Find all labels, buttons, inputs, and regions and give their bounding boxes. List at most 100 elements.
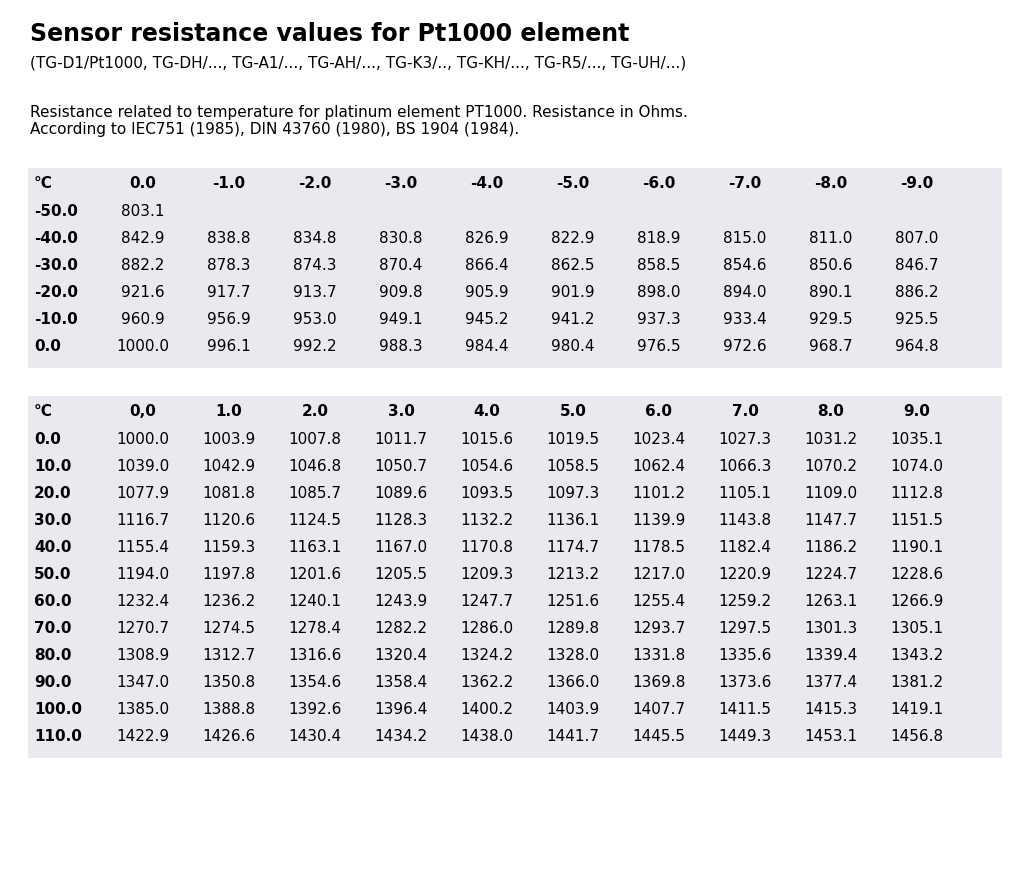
- Text: 1167.0: 1167.0: [375, 540, 428, 555]
- Text: -3.0: -3.0: [384, 176, 418, 191]
- Text: 1312.7: 1312.7: [203, 648, 256, 663]
- Text: 984.4: 984.4: [465, 339, 509, 354]
- Text: 1381.2: 1381.2: [891, 675, 943, 690]
- Text: 1120.6: 1120.6: [203, 513, 256, 528]
- Text: 815.0: 815.0: [723, 231, 767, 246]
- Text: 1220.9: 1220.9: [719, 567, 771, 582]
- Text: 1163.1: 1163.1: [289, 540, 342, 555]
- Text: -2.0: -2.0: [298, 176, 332, 191]
- Text: 945.2: 945.2: [465, 312, 509, 327]
- Text: 1205.5: 1205.5: [375, 567, 427, 582]
- Text: 1286.0: 1286.0: [461, 621, 514, 636]
- Text: 1155.4: 1155.4: [117, 540, 170, 555]
- Text: 862.5: 862.5: [551, 258, 595, 273]
- Text: 20.0: 20.0: [34, 486, 72, 501]
- Text: 1116.7: 1116.7: [117, 513, 170, 528]
- Text: 1331.8: 1331.8: [633, 648, 686, 663]
- Text: 1228.6: 1228.6: [891, 567, 943, 582]
- Text: 803.1: 803.1: [121, 204, 165, 219]
- Text: 992.2: 992.2: [293, 339, 337, 354]
- Text: 1297.5: 1297.5: [719, 621, 771, 636]
- Text: 1039.0: 1039.0: [117, 459, 170, 474]
- Text: 100.0: 100.0: [34, 702, 82, 717]
- Text: -1.0: -1.0: [212, 176, 246, 191]
- Text: 949.1: 949.1: [379, 312, 423, 327]
- Text: 937.3: 937.3: [637, 312, 681, 327]
- Text: 1143.8: 1143.8: [719, 513, 771, 528]
- Text: 866.4: 866.4: [465, 258, 509, 273]
- Text: 1178.5: 1178.5: [633, 540, 685, 555]
- Text: 898.0: 898.0: [637, 285, 681, 300]
- Text: 1224.7: 1224.7: [805, 567, 857, 582]
- Text: 3.0: 3.0: [387, 404, 415, 419]
- Text: 1000.0: 1000.0: [117, 339, 170, 354]
- Text: 1430.4: 1430.4: [289, 729, 342, 744]
- Text: 5.0: 5.0: [559, 404, 587, 419]
- Text: 1124.5: 1124.5: [289, 513, 341, 528]
- Text: Resistance related to temperature for platinum element PT1000. Resistance in Ohm: Resistance related to temperature for pl…: [30, 105, 688, 120]
- Text: -30.0: -30.0: [34, 258, 78, 273]
- Text: 854.6: 854.6: [723, 258, 767, 273]
- Text: 2.0: 2.0: [301, 404, 329, 419]
- Text: 846.7: 846.7: [895, 258, 939, 273]
- Text: 6.0: 6.0: [645, 404, 673, 419]
- Text: 1293.7: 1293.7: [633, 621, 686, 636]
- Text: 960.9: 960.9: [121, 312, 165, 327]
- Text: -5.0: -5.0: [556, 176, 590, 191]
- Text: 842.9: 842.9: [121, 231, 165, 246]
- Text: 8.0: 8.0: [817, 404, 845, 419]
- Text: 1213.2: 1213.2: [547, 567, 600, 582]
- Text: 1354.6: 1354.6: [289, 675, 342, 690]
- Text: 90.0: 90.0: [34, 675, 72, 690]
- Text: 1419.1: 1419.1: [891, 702, 943, 717]
- Text: 70.0: 70.0: [34, 621, 72, 636]
- Text: 1366.0: 1366.0: [547, 675, 600, 690]
- Text: 933.4: 933.4: [723, 312, 767, 327]
- Text: 1301.3: 1301.3: [805, 621, 858, 636]
- Text: 1400.2: 1400.2: [461, 702, 513, 717]
- Text: 905.9: 905.9: [465, 285, 509, 300]
- Text: -9.0: -9.0: [900, 176, 934, 191]
- Text: 1305.1: 1305.1: [891, 621, 943, 636]
- Text: -4.0: -4.0: [470, 176, 504, 191]
- Text: 1081.8: 1081.8: [203, 486, 256, 501]
- Text: 1097.3: 1097.3: [547, 486, 600, 501]
- Text: 1328.0: 1328.0: [547, 648, 600, 663]
- Text: °C: °C: [34, 176, 53, 191]
- Text: 988.3: 988.3: [379, 339, 423, 354]
- Text: 1247.7: 1247.7: [461, 594, 513, 609]
- Text: 1003.9: 1003.9: [203, 432, 256, 447]
- Text: 1070.2: 1070.2: [805, 459, 857, 474]
- Text: 1456.8: 1456.8: [891, 729, 943, 744]
- Text: 1209.3: 1209.3: [461, 567, 514, 582]
- Text: 917.7: 917.7: [207, 285, 251, 300]
- Text: 1445.5: 1445.5: [633, 729, 685, 744]
- Text: 1335.6: 1335.6: [718, 648, 772, 663]
- Text: 972.6: 972.6: [723, 339, 767, 354]
- Bar: [28, 168, 1002, 368]
- Text: 50.0: 50.0: [34, 567, 72, 582]
- Text: 1453.1: 1453.1: [805, 729, 857, 744]
- Text: 1151.5: 1151.5: [891, 513, 943, 528]
- Text: 882.2: 882.2: [121, 258, 165, 273]
- Text: 1062.4: 1062.4: [633, 459, 685, 474]
- Text: 1403.9: 1403.9: [547, 702, 600, 717]
- Text: 1422.9: 1422.9: [117, 729, 170, 744]
- Text: 929.5: 929.5: [809, 312, 853, 327]
- Text: 1407.7: 1407.7: [633, 702, 685, 717]
- Text: 1011.7: 1011.7: [375, 432, 427, 447]
- Text: 1251.6: 1251.6: [547, 594, 600, 609]
- Text: 110.0: 110.0: [34, 729, 82, 744]
- Text: 1358.4: 1358.4: [375, 675, 428, 690]
- Text: 1085.7: 1085.7: [289, 486, 341, 501]
- Text: 1392.6: 1392.6: [289, 702, 342, 717]
- Text: 1105.1: 1105.1: [719, 486, 771, 501]
- Text: 1369.8: 1369.8: [632, 675, 686, 690]
- Text: 953.0: 953.0: [293, 312, 337, 327]
- Text: 980.4: 980.4: [551, 339, 595, 354]
- Text: -10.0: -10.0: [34, 312, 78, 327]
- Text: 1035.1: 1035.1: [891, 432, 943, 447]
- Text: 1385.0: 1385.0: [117, 702, 170, 717]
- Text: 1190.1: 1190.1: [891, 540, 943, 555]
- Text: 1046.8: 1046.8: [289, 459, 342, 474]
